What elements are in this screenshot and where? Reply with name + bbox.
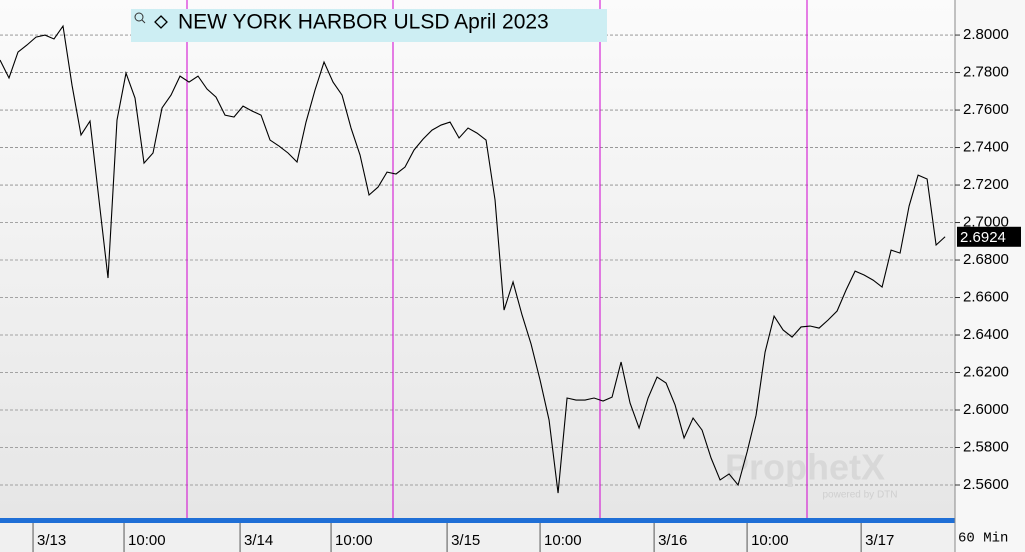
x-axis-background <box>0 522 955 552</box>
last-price-box <box>957 226 1021 247</box>
zoom-icon-handle <box>141 19 146 24</box>
price-line <box>0 24 946 494</box>
y-tick-label: 2.6000 <box>963 401 1009 418</box>
x-tick-label: 10:00 <box>751 532 789 549</box>
x-tick-label: 10:00 <box>335 532 373 549</box>
watermark-tagline: powered by DTN <box>822 490 897 501</box>
session-lines <box>186 0 808 518</box>
title-box <box>131 9 607 42</box>
axes: 2.5600 2.5800 2.6000 2.6200 2.6400 2.6600 2.68… <box>32 26 1021 552</box>
y-tick-label: 2.7200 <box>963 176 1009 193</box>
y-tick-label: 2.6400 <box>963 326 1009 343</box>
zoom-icon[interactable] <box>134 12 144 22</box>
x-tick-label: 10:00 <box>544 532 582 549</box>
x-tick-label: 3/13 <box>37 532 66 549</box>
y-tick-label: 2.7600 <box>963 101 1009 118</box>
axis-background <box>955 0 1025 552</box>
x-tick-label: 3/15 <box>451 532 480 549</box>
x-tick-label: 10:00 <box>128 532 166 549</box>
chart-title: NEW YORK HARBOR ULSD April 2023 <box>178 11 549 34</box>
y-tick-label: 2.7000 <box>963 214 1009 231</box>
last-price-label: 2.6924 <box>960 229 1006 246</box>
x-tick-label: 3/17 <box>865 532 894 549</box>
y-tick-label: 2.6200 <box>963 363 1009 380</box>
y-tick-label: 2.6600 <box>963 288 1009 305</box>
y-tick-label: 2.7400 <box>963 139 1009 156</box>
x-tick-label: 3/16 <box>658 532 687 549</box>
diamond-icon[interactable] <box>154 15 168 29</box>
y-tick-label: 2.5600 <box>963 476 1009 493</box>
watermark-brand: ProphetX <box>725 447 885 488</box>
y-tick-label: 2.6800 <box>963 251 1009 268</box>
interval-label: 60 Min <box>958 531 1008 547</box>
plot <box>0 24 946 494</box>
plot-background <box>0 0 955 518</box>
x-axis-bar <box>0 518 955 523</box>
y-tick-label: 2.8000 <box>963 26 1009 43</box>
x-tick-label: 3/14 <box>244 532 273 549</box>
y-tick-label: 2.5800 <box>963 438 1009 455</box>
y-tick-label: 2.7800 <box>963 64 1009 81</box>
